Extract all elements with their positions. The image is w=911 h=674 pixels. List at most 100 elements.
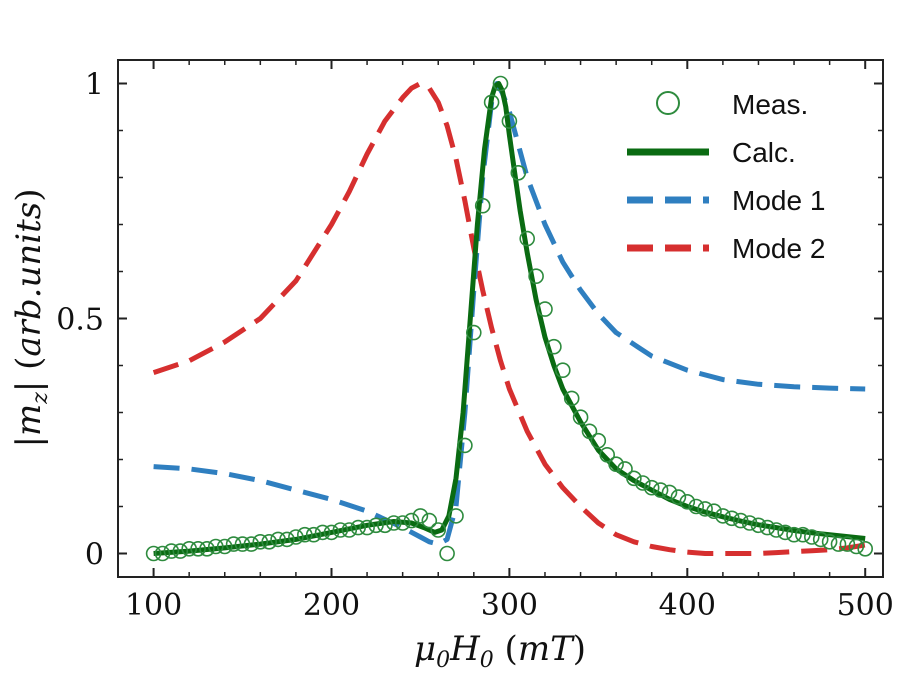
meas-point (403, 512, 420, 529)
meas-point (821, 533, 838, 550)
x-axis-title: μ0H0 (mT) (414, 629, 586, 673)
meas-point (154, 545, 171, 562)
meas-point (608, 456, 624, 473)
meas-point (377, 517, 393, 534)
meas-point (652, 482, 669, 498)
meas-point (421, 512, 438, 529)
meas-point (208, 538, 224, 555)
meas-point (741, 515, 758, 531)
meas-point (341, 522, 358, 538)
meas-point (679, 493, 696, 510)
meas-point (563, 390, 580, 407)
legend-meas-label: Meas. (732, 89, 808, 120)
meas-point (305, 526, 322, 543)
series-line-calc (153, 81, 866, 556)
meas-point (323, 524, 340, 541)
meas-point (546, 338, 562, 355)
meas-point (457, 437, 473, 454)
meas-point (581, 423, 598, 440)
meas-point (706, 503, 722, 520)
meas-point (839, 536, 856, 552)
meas-point (385, 515, 402, 531)
meas-point (483, 94, 500, 111)
meas-point (723, 510, 740, 527)
legend-mode1-label: Mode 1 (732, 185, 825, 216)
x-tick-label: 400 (659, 588, 716, 623)
meas-point (812, 531, 829, 548)
meas-point (492, 75, 509, 92)
legend-mode2-label: Mode 2 (732, 233, 825, 264)
meas-point (510, 165, 527, 181)
y-axis-title: |mz| (arb.units) (9, 189, 53, 448)
meas-point (795, 526, 811, 543)
x-tick-label: 200 (303, 588, 360, 623)
x-tick-label: 500 (837, 588, 894, 623)
meas-point (857, 540, 874, 557)
meas-point (528, 268, 544, 285)
meas-point (261, 533, 278, 550)
meas-point (448, 508, 464, 524)
meas-point (190, 540, 206, 557)
legend-meas-marker (656, 91, 680, 115)
meas-point (279, 531, 295, 548)
meas-point (777, 524, 794, 541)
meas-point (474, 197, 491, 214)
meas-point (181, 540, 197, 557)
meas-point (626, 470, 642, 487)
legend: Meas. Calc. Mode 1 Mode 2 (627, 89, 825, 264)
meas-point (697, 501, 713, 517)
meas-point (216, 538, 233, 555)
meas-point (572, 409, 589, 426)
meas-point (145, 545, 162, 562)
meas-point (768, 522, 785, 538)
y-tick-label: 0 (85, 538, 104, 573)
meas-point (172, 543, 189, 559)
meas-point (634, 475, 651, 491)
meas-point (599, 446, 616, 463)
legend-calc-label: Calc. (732, 137, 796, 168)
meas-point (332, 522, 349, 538)
meas-point (803, 529, 820, 545)
meas-point (501, 113, 518, 129)
series-layer (145, 75, 874, 562)
meas-point (430, 522, 447, 538)
meas-point (786, 526, 802, 543)
meas-point (617, 461, 633, 477)
meas-point (643, 479, 660, 496)
meas-point (163, 543, 180, 559)
x-tick-label: 300 (481, 588, 538, 623)
y-tick-label: 0.5 (56, 303, 104, 338)
meas-point (715, 508, 731, 524)
meas-point (288, 529, 304, 545)
meas-point (234, 536, 251, 552)
y-tick-label: 1 (85, 68, 104, 103)
meas-point (243, 536, 260, 552)
x-tick-label: 100 (125, 588, 182, 623)
meas-point (394, 515, 411, 531)
meas-point (830, 536, 847, 552)
meas-point (350, 519, 367, 536)
meas-point (252, 533, 269, 550)
meas-point (439, 545, 455, 562)
series-line-mode-1 (153, 81, 866, 547)
meas-point (750, 517, 767, 534)
meas-point (519, 230, 536, 247)
meas-point (554, 362, 571, 379)
series-line-mode-2 (152, 81, 866, 556)
meas-point (759, 519, 776, 536)
meas-point (270, 531, 286, 548)
meas-point (688, 498, 705, 515)
ticks: 100 200 300 400 500 0 0.5 1 (56, 60, 894, 623)
meas-point (590, 432, 607, 449)
meas-point (314, 524, 331, 541)
meas-point (225, 536, 242, 552)
meas-point (848, 538, 865, 555)
meas-point (732, 512, 749, 529)
meas-point (465, 324, 482, 341)
meas-point (199, 540, 215, 557)
meas-point (296, 526, 313, 543)
meas-point (670, 489, 687, 505)
meas-point (368, 517, 384, 534)
meas-point (359, 519, 375, 536)
